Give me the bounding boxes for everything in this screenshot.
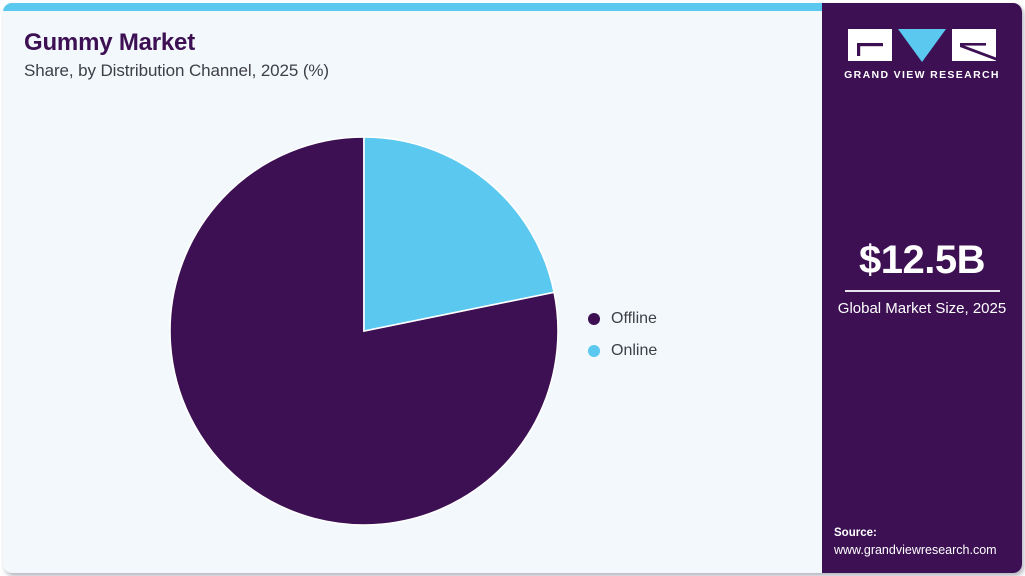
source-block: Source: www.grandviewresearch.com (834, 525, 1020, 559)
brand-logo[interactable]: GRAND VIEW RESEARCH (822, 29, 1022, 81)
page-subtitle: Share, by Distribution Channel, 2025 (%) (24, 61, 329, 80)
legend-swatch-online-icon (588, 345, 600, 357)
legend-item-offline[interactable]: Offline (588, 303, 788, 335)
market-size-caption: Global Market Size, 2025 (837, 300, 1007, 317)
legend-label-online: Online (611, 342, 658, 359)
market-size-stat: $12.5B Global Market Size, 2025 (822, 239, 1022, 319)
brand-wordmark: GRAND VIEW RESEARCH (844, 69, 1000, 81)
legend-swatch-offline-icon (588, 313, 600, 325)
page-title: Gummy Market (24, 29, 195, 56)
stat-divider (844, 290, 1000, 292)
legend-item-online[interactable]: Online (588, 335, 788, 367)
source-url[interactable]: www.grandviewresearch.com (834, 543, 997, 558)
chart-legend: Offline Online (588, 303, 788, 367)
gvr-logo-icon (848, 29, 996, 62)
legend-label-offline: Offline (611, 310, 657, 327)
source-label: Source: (834, 527, 877, 540)
market-size-value: $12.5B (859, 238, 985, 282)
chart-card: Gummy Market Share, by Distribution Chan… (3, 3, 1022, 573)
chart-area: Gummy Market Share, by Distribution Chan… (3, 3, 822, 573)
side-panel: GRAND VIEW RESEARCH $12.5B Global Market… (822, 3, 1022, 573)
pie-slice-online[interactable] (363, 136, 556, 332)
pie-chart-svg (169, 136, 559, 526)
pie-chart (168, 135, 560, 527)
top-accent-bar (3, 3, 822, 11)
